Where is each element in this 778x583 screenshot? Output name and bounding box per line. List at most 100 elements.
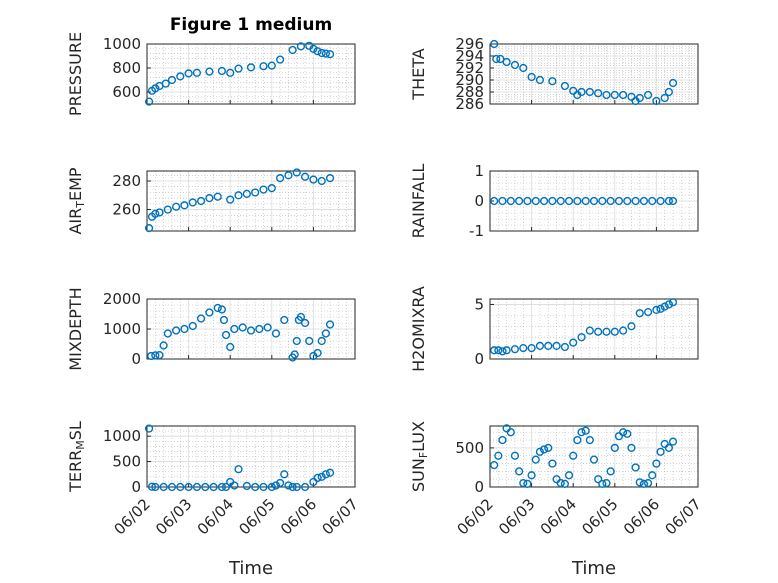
data-point <box>589 455 599 464</box>
data-point <box>205 67 214 76</box>
y-tick-label: 2000 <box>103 290 141 308</box>
data-point <box>664 300 673 309</box>
data-point <box>151 84 160 93</box>
x-tick-label: 06/03 <box>495 495 538 538</box>
data-point <box>305 336 314 346</box>
data-point <box>180 201 189 210</box>
data-point <box>602 90 611 100</box>
y-tick-label: 600 <box>112 83 141 101</box>
data-point <box>577 333 586 342</box>
data-point <box>552 341 561 351</box>
data-point <box>184 69 193 78</box>
data-point <box>271 329 281 338</box>
data-point <box>313 473 322 482</box>
figure-title: Figure 1 medium <box>170 15 332 35</box>
data-point <box>519 343 528 353</box>
data-point <box>290 350 299 359</box>
data-point <box>217 482 226 492</box>
data-point <box>519 63 528 73</box>
axes-frame <box>489 298 699 360</box>
data-point <box>246 326 256 335</box>
data-point <box>619 326 628 335</box>
data-point <box>226 68 235 77</box>
x-tick-label: 06/04 <box>537 495 580 538</box>
y-tick-label: 292 <box>455 59 484 77</box>
y-tick-label: 1000 <box>103 35 141 53</box>
data-point <box>631 196 640 206</box>
x-tick-label: 06/02 <box>454 495 497 538</box>
data-point <box>317 176 326 186</box>
y-tick-label: 1 <box>474 162 484 180</box>
data-point <box>309 44 318 53</box>
y-tick-label: 290 <box>455 71 484 89</box>
data-point <box>226 195 235 204</box>
data-point <box>527 343 536 353</box>
data-point <box>519 478 528 488</box>
data-point <box>180 324 189 334</box>
data-point <box>619 428 628 437</box>
data-point <box>598 479 607 488</box>
data-point <box>300 482 310 492</box>
data-point <box>627 322 636 331</box>
data-point <box>276 55 285 64</box>
data-point <box>234 465 243 474</box>
data-point <box>610 327 619 336</box>
x-tick-label: 06/06 <box>620 495 663 538</box>
data-point <box>531 196 540 206</box>
data-point <box>267 482 276 492</box>
data-point <box>309 175 318 184</box>
data-point <box>292 168 301 177</box>
data-point <box>560 342 569 352</box>
y-tick-label: 296 <box>455 35 484 53</box>
data-point <box>581 196 590 206</box>
data-point <box>288 482 297 492</box>
data-point <box>184 482 193 492</box>
data-point <box>325 174 335 183</box>
data-point <box>151 351 160 360</box>
x-tick-label: 06/03 <box>152 495 195 538</box>
data-point <box>535 341 545 351</box>
data-point <box>506 428 515 437</box>
data-point <box>610 90 619 100</box>
data-point <box>548 77 557 86</box>
data-point <box>498 196 507 206</box>
data-point <box>325 320 335 329</box>
data-point <box>144 424 154 433</box>
data-point <box>643 307 653 317</box>
data-point <box>577 87 586 97</box>
data-point <box>161 79 170 88</box>
data-point <box>259 62 268 71</box>
y-tick-label: 1000 <box>103 427 141 445</box>
data-point <box>544 443 553 452</box>
data-point <box>527 72 536 82</box>
data-point <box>494 346 503 355</box>
y-tick-label: 800 <box>112 59 141 77</box>
x-tick-label: 06/05 <box>235 495 278 538</box>
data-point <box>523 479 532 488</box>
y-axis-label: H2OMIXRA <box>409 286 428 372</box>
data-point <box>515 196 524 206</box>
subplot-1: 600 800 1000 PRESSURE <box>66 32 356 116</box>
data-point <box>498 347 507 356</box>
data-point <box>652 96 661 106</box>
data-point <box>321 470 330 479</box>
data-point <box>230 481 239 490</box>
data-point <box>594 327 603 336</box>
data-point <box>490 196 499 206</box>
data-point <box>163 205 172 214</box>
data-point <box>217 66 226 76</box>
data-point <box>548 196 557 206</box>
data-point <box>296 312 306 322</box>
data-point <box>196 196 206 206</box>
data-point <box>292 482 301 492</box>
data-point <box>155 208 164 217</box>
data-point <box>643 90 653 100</box>
data-point <box>213 303 222 313</box>
data-point <box>510 60 520 70</box>
data-point <box>219 315 229 325</box>
data-point <box>556 478 565 488</box>
data-point <box>614 196 624 206</box>
data-point <box>635 93 644 103</box>
